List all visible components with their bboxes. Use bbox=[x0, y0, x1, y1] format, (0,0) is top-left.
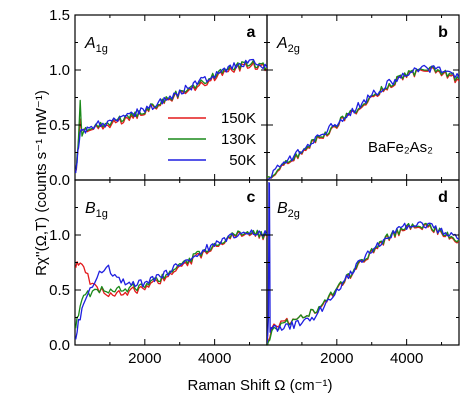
panel-d-frame bbox=[266, 179, 460, 346]
series-c-50K bbox=[75, 229, 267, 340]
series-a-150K bbox=[75, 61, 267, 172]
y-tick-label: 0.0 bbox=[49, 337, 70, 354]
panel-a-symmetry: A1g bbox=[84, 35, 108, 55]
series-d-130K bbox=[267, 222, 459, 345]
x-tick-label: 2000 bbox=[128, 350, 161, 367]
y-tick-label: 1.5 bbox=[49, 7, 70, 24]
series-c-130K bbox=[75, 229, 267, 329]
x-tick-label: 2000 bbox=[320, 350, 353, 367]
y-tick-label: 1.0 bbox=[49, 227, 70, 244]
compound-label: BaFe₂As₂ bbox=[368, 139, 433, 156]
y-axis-label: Rχ''(Ω,T) (counts s⁻¹ mW⁻¹) bbox=[33, 90, 50, 276]
y-tick-label: 1.0 bbox=[49, 62, 70, 79]
series-d-50K bbox=[267, 181, 459, 344]
y-tick-label: 0.5 bbox=[49, 117, 70, 134]
panel-b-symmetry: A2g bbox=[276, 35, 300, 55]
panel-c-frame bbox=[74, 179, 268, 346]
series-d-150K bbox=[267, 223, 459, 345]
x-axis-label: Raman Shift Ω (cm⁻¹) bbox=[188, 377, 333, 394]
panel-a-letter: a bbox=[247, 24, 256, 41]
y-tick-label: 0.5 bbox=[49, 282, 70, 299]
panel-d-symmetry: B2g bbox=[277, 200, 300, 220]
series-b-150K bbox=[267, 66, 459, 179]
series-b-130K bbox=[267, 65, 459, 179]
series-c-150K bbox=[75, 230, 267, 298]
x-tick-label: 4000 bbox=[390, 350, 423, 367]
panel-d-letter: d bbox=[438, 189, 448, 206]
series-b-50K bbox=[267, 64, 459, 180]
panel-c-symmetry: B1g bbox=[85, 200, 108, 220]
legend-label-50K: 50K bbox=[229, 152, 256, 169]
legend-label-130K: 130K bbox=[221, 131, 256, 148]
panel-c-letter: c bbox=[247, 189, 256, 206]
y-tick-label: 0.0 bbox=[49, 172, 70, 189]
legend-label-150K: 150K bbox=[221, 110, 256, 127]
series-a-50K bbox=[75, 58, 267, 174]
panel-b-letter: b bbox=[438, 24, 448, 41]
x-tick-label: 4000 bbox=[198, 350, 231, 367]
